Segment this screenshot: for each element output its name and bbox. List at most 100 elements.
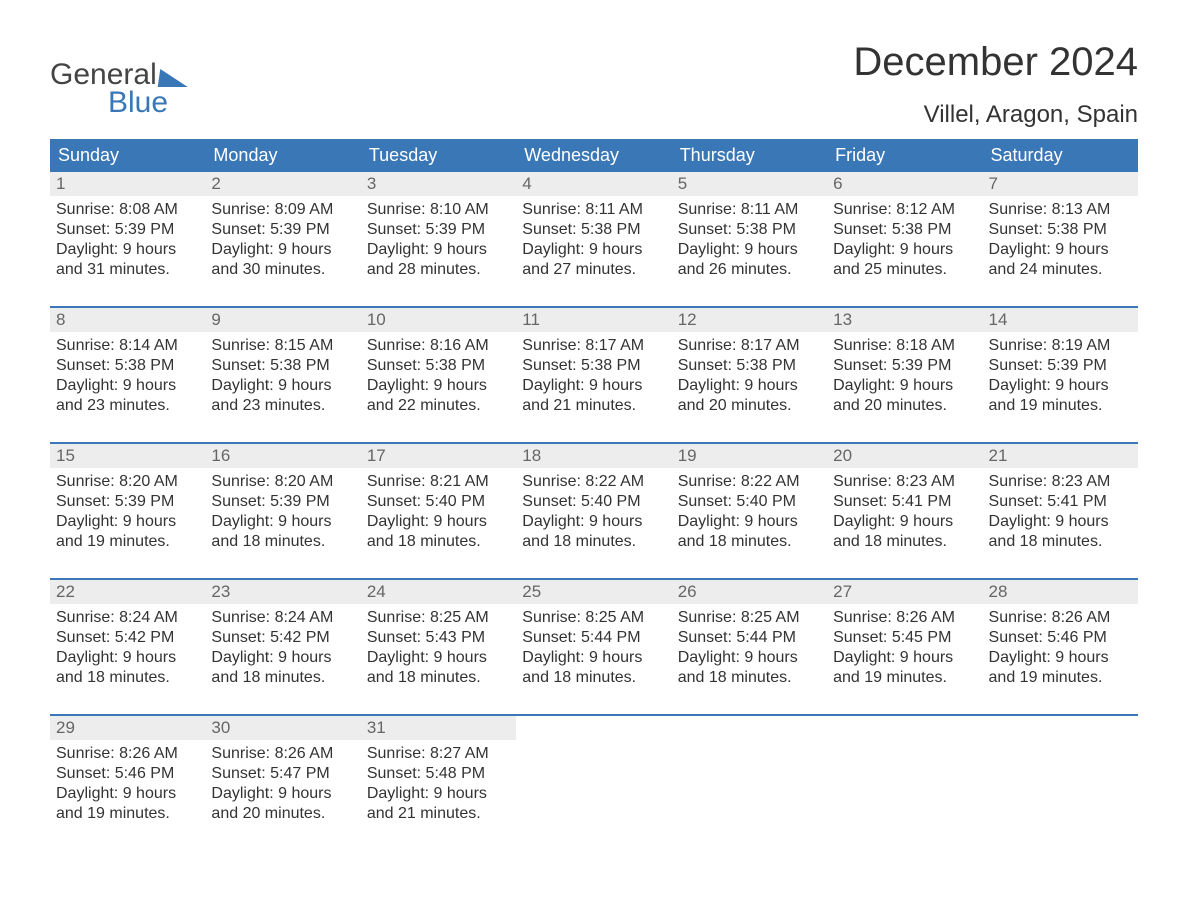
- cell-daylight2: and 27 minutes.: [522, 260, 665, 280]
- day-header-mon: Monday: [205, 139, 360, 172]
- cell-daylight1: Daylight: 9 hours: [367, 376, 510, 396]
- cell-sunset: Sunset: 5:42 PM: [211, 628, 354, 648]
- calendar-cell: [983, 716, 1138, 826]
- cell-daylight2: and 31 minutes.: [56, 260, 199, 280]
- date-number: 24: [361, 580, 516, 604]
- cell-daylight1: Daylight: 9 hours: [56, 512, 199, 532]
- cell-daylight2: and 25 minutes.: [833, 260, 976, 280]
- cell-sunset: Sunset: 5:38 PM: [833, 220, 976, 240]
- cell-sunset: Sunset: 5:39 PM: [367, 220, 510, 240]
- cell-body: Sunrise: 8:11 AMSunset: 5:38 PMDaylight:…: [672, 196, 827, 282]
- week-row: 22Sunrise: 8:24 AMSunset: 5:42 PMDayligh…: [50, 578, 1138, 690]
- calendar-cell: 25Sunrise: 8:25 AMSunset: 5:44 PMDayligh…: [516, 580, 671, 690]
- cell-body: [827, 720, 982, 726]
- cell-body: [983, 720, 1138, 726]
- cell-sunrise: Sunrise: 8:23 AM: [833, 472, 976, 492]
- cell-daylight2: and 18 minutes.: [678, 668, 821, 688]
- logo: General Blue: [50, 60, 189, 118]
- cell-sunrise: Sunrise: 8:24 AM: [211, 608, 354, 628]
- cell-sunset: Sunset: 5:40 PM: [522, 492, 665, 512]
- cell-daylight2: and 28 minutes.: [367, 260, 510, 280]
- calendar-cell: 22Sunrise: 8:24 AMSunset: 5:42 PMDayligh…: [50, 580, 205, 690]
- week-row: 1Sunrise: 8:08 AMSunset: 5:39 PMDaylight…: [50, 172, 1138, 282]
- date-number: 10: [361, 308, 516, 332]
- date-number: 8: [50, 308, 205, 332]
- cell-daylight1: Daylight: 9 hours: [211, 240, 354, 260]
- date-number: 17: [361, 444, 516, 468]
- cell-body: Sunrise: 8:11 AMSunset: 5:38 PMDaylight:…: [516, 196, 671, 282]
- week-row: 29Sunrise: 8:26 AMSunset: 5:46 PMDayligh…: [50, 714, 1138, 826]
- location-text: Villel, Aragon, Spain: [853, 101, 1138, 129]
- cell-sunset: Sunset: 5:41 PM: [989, 492, 1132, 512]
- cell-sunrise: Sunrise: 8:14 AM: [56, 336, 199, 356]
- calendar-cell: 3Sunrise: 8:10 AMSunset: 5:39 PMDaylight…: [361, 172, 516, 282]
- date-number: 9: [205, 308, 360, 332]
- cell-daylight2: and 19 minutes.: [833, 668, 976, 688]
- calendar-cell: 19Sunrise: 8:22 AMSunset: 5:40 PMDayligh…: [672, 444, 827, 554]
- cell-daylight1: Daylight: 9 hours: [833, 648, 976, 668]
- day-header-thu: Thursday: [672, 139, 827, 172]
- cell-daylight1: Daylight: 9 hours: [678, 376, 821, 396]
- cell-body: Sunrise: 8:22 AMSunset: 5:40 PMDaylight:…: [516, 468, 671, 554]
- calendar-cell: 15Sunrise: 8:20 AMSunset: 5:39 PMDayligh…: [50, 444, 205, 554]
- calendar-cell: 28Sunrise: 8:26 AMSunset: 5:46 PMDayligh…: [983, 580, 1138, 690]
- cell-body: Sunrise: 8:17 AMSunset: 5:38 PMDaylight:…: [672, 332, 827, 418]
- cell-daylight1: Daylight: 9 hours: [989, 512, 1132, 532]
- calendar-cell: 30Sunrise: 8:26 AMSunset: 5:47 PMDayligh…: [205, 716, 360, 826]
- calendar-cell: 21Sunrise: 8:23 AMSunset: 5:41 PMDayligh…: [983, 444, 1138, 554]
- calendar-cell: 6Sunrise: 8:12 AMSunset: 5:38 PMDaylight…: [827, 172, 982, 282]
- title-block: December 2024 Villel, Aragon, Spain: [853, 40, 1138, 129]
- day-header-tue: Tuesday: [361, 139, 516, 172]
- date-number: 28: [983, 580, 1138, 604]
- calendar-cell: 9Sunrise: 8:15 AMSunset: 5:38 PMDaylight…: [205, 308, 360, 418]
- cell-body: Sunrise: 8:23 AMSunset: 5:41 PMDaylight:…: [827, 468, 982, 554]
- cell-sunrise: Sunrise: 8:17 AM: [678, 336, 821, 356]
- calendar-cell: [516, 716, 671, 826]
- cell-sunset: Sunset: 5:38 PM: [367, 356, 510, 376]
- week-row: 15Sunrise: 8:20 AMSunset: 5:39 PMDayligh…: [50, 442, 1138, 554]
- calendar-cell: 24Sunrise: 8:25 AMSunset: 5:43 PMDayligh…: [361, 580, 516, 690]
- cell-daylight2: and 18 minutes.: [211, 532, 354, 552]
- cell-sunset: Sunset: 5:42 PM: [56, 628, 199, 648]
- date-number: 27: [827, 580, 982, 604]
- date-number: 14: [983, 308, 1138, 332]
- cell-daylight2: and 19 minutes.: [989, 396, 1132, 416]
- cell-sunrise: Sunrise: 8:20 AM: [56, 472, 199, 492]
- cell-body: Sunrise: 8:14 AMSunset: 5:38 PMDaylight:…: [50, 332, 205, 418]
- cell-sunrise: Sunrise: 8:23 AM: [989, 472, 1132, 492]
- cell-daylight2: and 19 minutes.: [989, 668, 1132, 688]
- cell-sunrise: Sunrise: 8:09 AM: [211, 200, 354, 220]
- cell-sunrise: Sunrise: 8:22 AM: [522, 472, 665, 492]
- cell-daylight2: and 18 minutes.: [833, 532, 976, 552]
- cell-sunset: Sunset: 5:38 PM: [678, 220, 821, 240]
- calendar-cell: 14Sunrise: 8:19 AMSunset: 5:39 PMDayligh…: [983, 308, 1138, 418]
- date-number: 25: [516, 580, 671, 604]
- cell-daylight2: and 22 minutes.: [367, 396, 510, 416]
- cell-sunset: Sunset: 5:38 PM: [678, 356, 821, 376]
- calendar-cell: 20Sunrise: 8:23 AMSunset: 5:41 PMDayligh…: [827, 444, 982, 554]
- date-number: 29: [50, 716, 205, 740]
- calendar-cell: 4Sunrise: 8:11 AMSunset: 5:38 PMDaylight…: [516, 172, 671, 282]
- cell-sunset: Sunset: 5:38 PM: [56, 356, 199, 376]
- cell-body: Sunrise: 8:26 AMSunset: 5:45 PMDaylight:…: [827, 604, 982, 690]
- cell-daylight2: and 18 minutes.: [211, 668, 354, 688]
- cell-daylight1: Daylight: 9 hours: [367, 512, 510, 532]
- cell-daylight1: Daylight: 9 hours: [833, 240, 976, 260]
- cell-body: Sunrise: 8:25 AMSunset: 5:44 PMDaylight:…: [516, 604, 671, 690]
- calendar-cell: 13Sunrise: 8:18 AMSunset: 5:39 PMDayligh…: [827, 308, 982, 418]
- cell-daylight1: Daylight: 9 hours: [56, 376, 199, 396]
- cell-daylight1: Daylight: 9 hours: [56, 784, 199, 804]
- cell-sunrise: Sunrise: 8:26 AM: [211, 744, 354, 764]
- date-number: 15: [50, 444, 205, 468]
- cell-sunrise: Sunrise: 8:16 AM: [367, 336, 510, 356]
- cell-sunset: Sunset: 5:38 PM: [989, 220, 1132, 240]
- cell-sunset: Sunset: 5:40 PM: [678, 492, 821, 512]
- calendar-cell: 1Sunrise: 8:08 AMSunset: 5:39 PMDaylight…: [50, 172, 205, 282]
- calendar-cell: [827, 716, 982, 826]
- date-number: 23: [205, 580, 360, 604]
- cell-daylight2: and 18 minutes.: [989, 532, 1132, 552]
- date-number: 13: [827, 308, 982, 332]
- cell-body: Sunrise: 8:25 AMSunset: 5:44 PMDaylight:…: [672, 604, 827, 690]
- day-header-wed: Wednesday: [516, 139, 671, 172]
- cell-daylight1: Daylight: 9 hours: [678, 512, 821, 532]
